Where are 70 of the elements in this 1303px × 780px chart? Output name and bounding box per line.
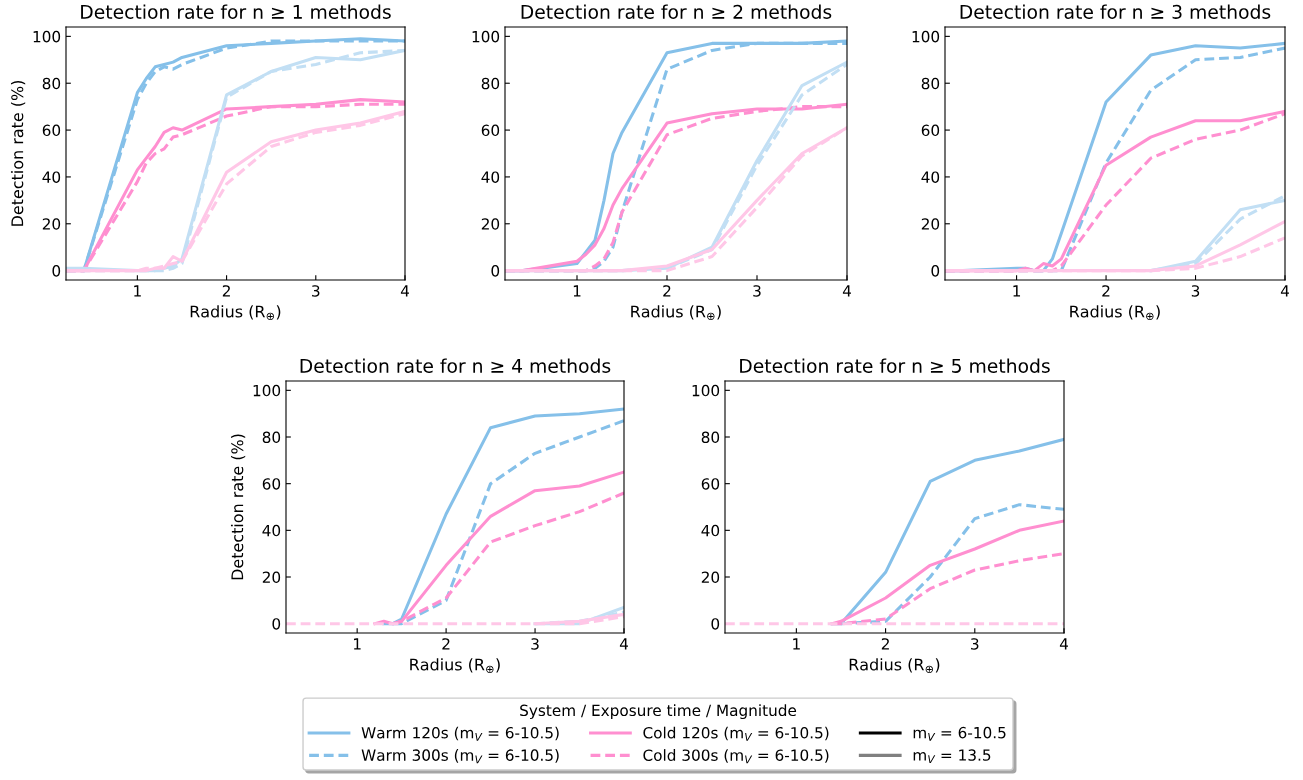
y-tick-label: 20 <box>42 218 61 230</box>
y-tick-label: 100 <box>692 384 720 397</box>
y-tick-label: 60 <box>42 124 61 137</box>
x-tick-label: 2 <box>663 285 671 297</box>
x-tick-label: 1 <box>353 638 361 650</box>
x-tick-label: 3 <box>531 638 539 650</box>
y-tick-label: 40 <box>42 171 61 183</box>
y-axis-title: Detection rate (%) <box>10 80 26 226</box>
y-axis-title: Detection rate (%) <box>230 434 246 580</box>
y-tick-label: 20 <box>481 218 500 230</box>
y-tick-label: 80 <box>701 431 720 444</box>
legend-label: m$_{V}$ = 13.5 <box>913 749 991 764</box>
x-axis-title: Radius (R$_{⊕}$) <box>849 658 940 674</box>
chart-title: Detection rate for n ≥ 2 methods <box>521 4 832 19</box>
x-tick-label: 2 <box>442 638 450 650</box>
y-tick-label: 20 <box>701 571 720 584</box>
legend-label: Warm 300s (m$_{V}$ = 6-10.5) <box>361 749 559 764</box>
chart-title: Detection rate for n ≥ 3 methods <box>960 4 1271 19</box>
x-tick-label: 1 <box>134 285 141 297</box>
x-tick-label: 2 <box>881 638 889 650</box>
y-tick-label: 0 <box>931 265 940 277</box>
x-tick-label: 4 <box>842 285 851 297</box>
y-tick-label: 60 <box>701 478 720 490</box>
y-tick-label: 40 <box>481 171 500 183</box>
y-tick-label: 40 <box>701 524 720 537</box>
x-tick-label: 4 <box>1059 638 1068 650</box>
x-tick-label: 2 <box>222 285 230 297</box>
x-tick-label: 4 <box>1280 285 1289 297</box>
x-tick-label: 4 <box>619 638 628 650</box>
y-tick-label: 80 <box>481 77 500 90</box>
x-tick-label: 3 <box>312 285 320 297</box>
y-tick-label: 60 <box>262 478 281 490</box>
y-tick-label: 20 <box>921 218 940 230</box>
x-tick-label: 3 <box>753 285 761 297</box>
y-tick-label: 20 <box>262 571 281 584</box>
y-tick-label: 100 <box>912 30 940 43</box>
y-tick-label: 0 <box>711 618 720 630</box>
y-tick-label: 40 <box>921 171 940 183</box>
x-tick-label: 1 <box>573 285 581 297</box>
x-tick-label: 4 <box>400 285 409 297</box>
y-tick-label: 0 <box>272 618 281 630</box>
y-tick-label: 0 <box>52 265 61 277</box>
x-axis-title: Radius (R$_{⊕}$) <box>1070 305 1160 321</box>
y-tick-label: 0 <box>491 265 500 277</box>
y-tick-label: 100 <box>253 384 281 397</box>
y-tick-label: 60 <box>481 124 500 137</box>
x-tick-label: 2 <box>1102 285 1110 297</box>
x-tick-label: 1 <box>793 638 800 650</box>
legend-label: Warm 120s (m$_{V}$ = 6-10.5) <box>361 726 559 741</box>
x-tick-label: 3 <box>1191 285 1200 297</box>
x-axis-title: Radius (R$_{⊕}$) <box>631 305 721 321</box>
chart-title: Detection rate for n ≥ 4 methods <box>300 358 611 373</box>
y-tick-label: 100 <box>472 30 500 43</box>
legend-label: Cold 300s (m$_{V}$ = 6-10.5) <box>643 749 829 764</box>
legend-label: m$_{V}$ = 6-10.5 <box>913 726 1006 741</box>
x-axis-title: Radius (R$_{⊕}$) <box>190 305 281 321</box>
y-tick-label: 80 <box>42 77 61 90</box>
x-axis-title: Radius (R$_{⊕}$) <box>410 658 500 674</box>
y-tick-label: 40 <box>262 524 281 537</box>
x-tick-label: 3 <box>971 638 979 650</box>
y-tick-label: 80 <box>262 431 281 444</box>
y-tick-label: 80 <box>921 77 940 90</box>
chart-title: Detection rate for n ≥ 1 methods <box>81 4 391 19</box>
y-tick-label: 100 <box>33 30 61 43</box>
legend-title: System / Exposure time / Magnitude <box>520 704 797 720</box>
legend-label: Cold 120s (m$_{V}$ = 6-10.5) <box>643 726 829 741</box>
chart-title: Detection rate for n ≥ 5 methods <box>740 358 1050 373</box>
line-series <box>373 470 624 626</box>
x-tick-label: 1 <box>1013 285 1021 297</box>
y-tick-label: 60 <box>921 124 940 137</box>
